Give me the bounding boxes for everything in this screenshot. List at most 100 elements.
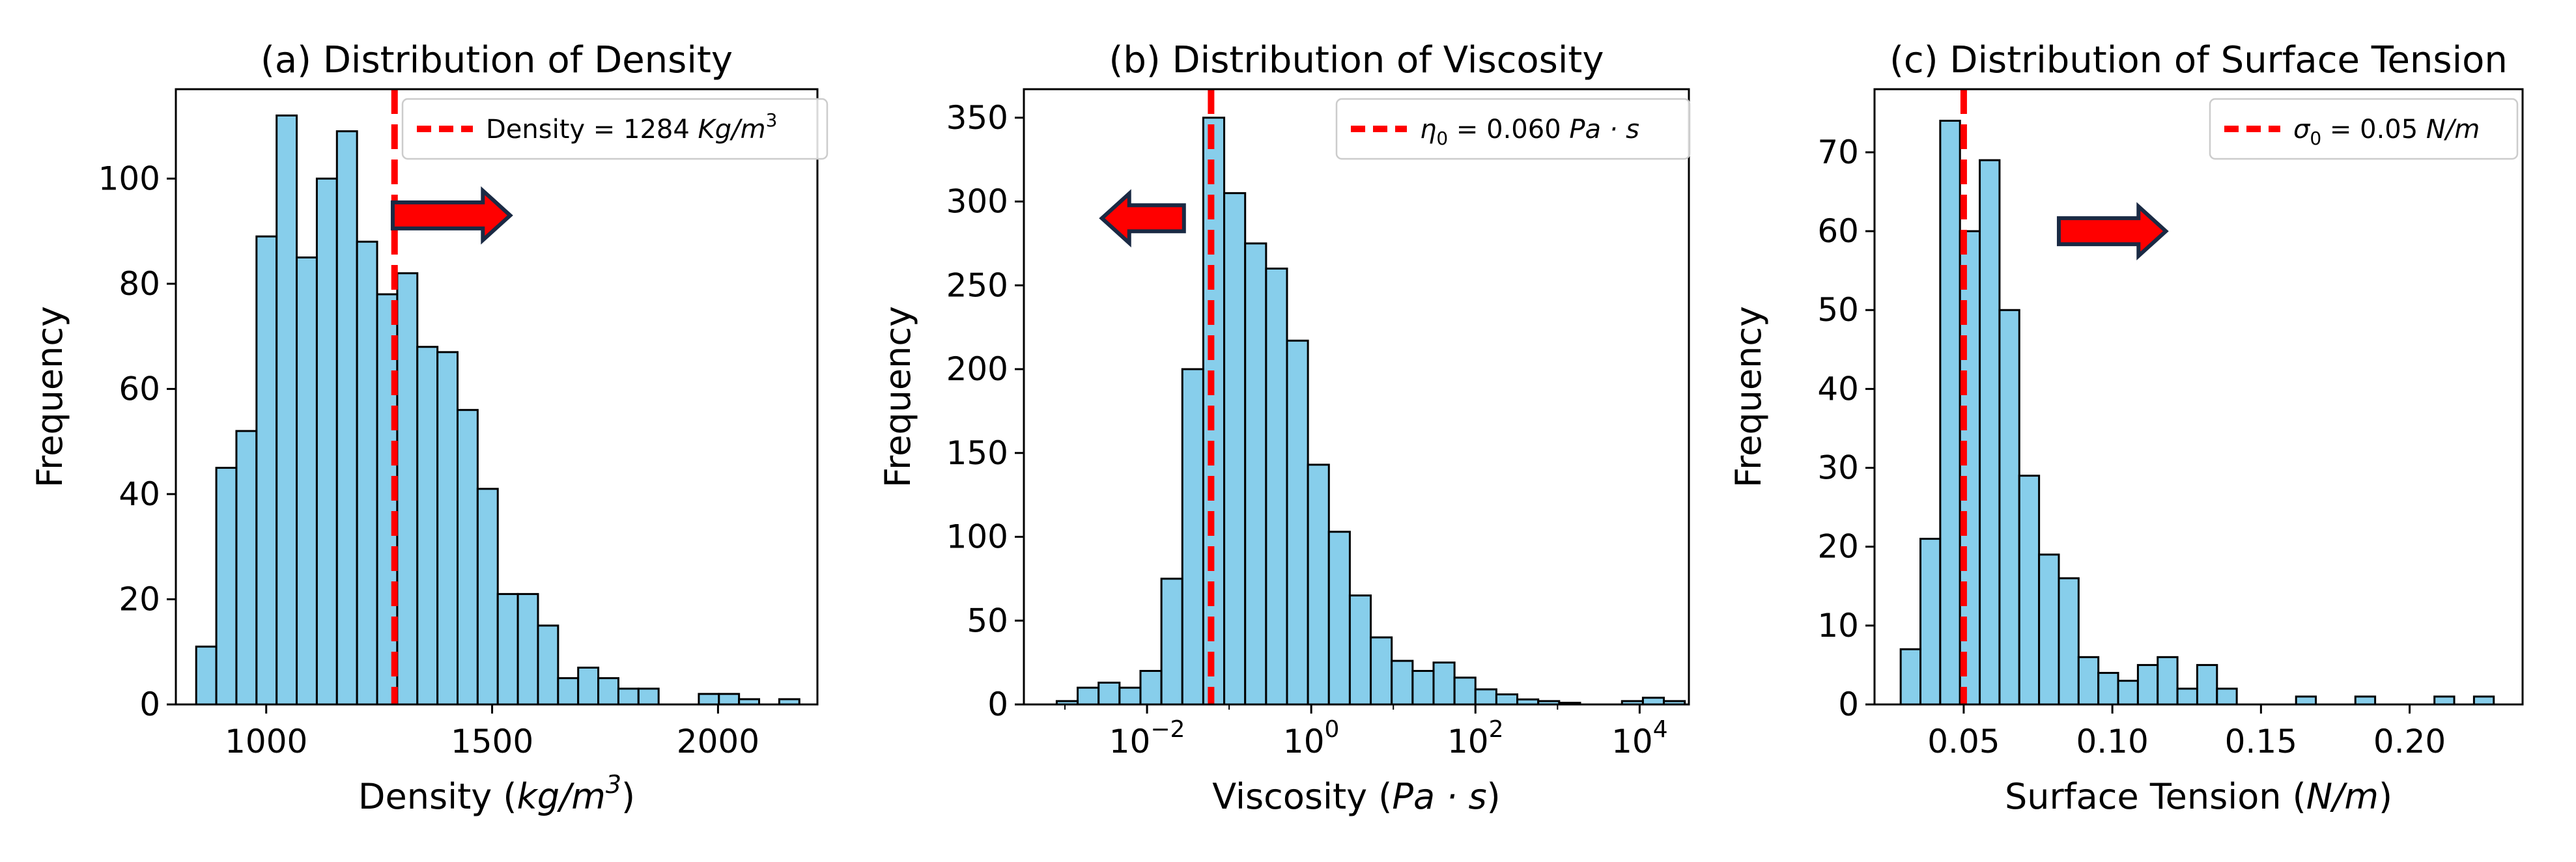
y-tick-label: 80 (119, 265, 160, 303)
histogram-bar (2472, 695, 2495, 706)
y-tick-label: 50 (1817, 291, 1859, 329)
histogram-bar (195, 645, 218, 706)
histogram-bar (517, 592, 539, 706)
histogram-bar (235, 430, 258, 706)
histogram-bar (2038, 553, 2060, 706)
y-tick-label: 10 (1817, 607, 1859, 645)
histogram-bar (1391, 660, 1414, 706)
histogram-bar (255, 235, 278, 706)
histogram-bar (215, 467, 238, 706)
histogram-bar (396, 272, 419, 706)
direction-arrow-left (1099, 189, 1186, 248)
histogram-bar (2097, 672, 2119, 706)
histogram-bar (2018, 475, 2041, 706)
histogram-bar (1939, 119, 1961, 706)
histogram-bar (1998, 309, 2020, 706)
histogram-bar (698, 693, 720, 706)
histogram-bar (557, 677, 580, 706)
direction-arrow-right (2056, 202, 2169, 260)
y-tick-label: 200 (946, 350, 1008, 388)
histogram-bar (456, 409, 479, 706)
histogram-bar (2136, 663, 2159, 706)
x-tick-label: 0.15 (2225, 723, 2297, 760)
x-tick-label: 100 (1283, 716, 1340, 760)
histogram-bar (1348, 594, 1372, 706)
histogram-bar (1160, 577, 1183, 706)
x-tick-label: 0.10 (2076, 723, 2148, 760)
histogram-bar (2058, 577, 2080, 706)
histogram-bar (2433, 695, 2456, 706)
histogram-bar (2176, 688, 2198, 706)
y-tick-label: 40 (119, 475, 160, 513)
histogram-bar (718, 693, 741, 706)
y-tick-label: 20 (1817, 528, 1859, 566)
histogram-bar (2354, 695, 2377, 706)
histogram-bar (2117, 680, 2139, 706)
histogram-bar (1077, 686, 1100, 706)
histogram-bar (356, 240, 378, 706)
histogram-bar (2295, 695, 2317, 706)
histogram-bar (1979, 159, 2001, 706)
legend-label: σ0 = 0.05 N/m (2293, 115, 2480, 149)
y-tick-label: 30 (1817, 449, 1859, 487)
y-axis-label: Frequency (877, 306, 918, 488)
legend: Density = 1284 Kg/m3 (401, 98, 828, 160)
chart-panel-3: 0 10 20 30 40 50 60 70 0.05 0.10 0.15 0.20 (c) Distr… (1728, 39, 2524, 817)
histogram-bar (537, 624, 559, 706)
histogram-bar (1097, 682, 1121, 706)
y-tick-label: 70 (1817, 133, 1859, 171)
histogram-bar (1370, 636, 1393, 706)
x-axis-label: Surface Tension (N/m) (2005, 776, 2392, 817)
legend: σ0 = 0.05 N/m (2209, 98, 2519, 160)
histogram-bar (1495, 693, 1519, 706)
histogram-bar (1181, 368, 1204, 706)
chart-title: (c) Distribution of Surface Tension (1890, 39, 2508, 81)
histogram-bar (1286, 339, 1309, 706)
histogram-bar (2196, 663, 2218, 706)
histogram-bar (1244, 242, 1267, 706)
histogram-bar (2077, 656, 2100, 706)
histogram-bar (476, 488, 499, 706)
x-axis-label: Viscosity (Pa · s) (1212, 776, 1501, 817)
histogram-bar (1265, 268, 1288, 706)
axes-frame (1023, 88, 1690, 706)
histogram-bar (597, 677, 619, 706)
histogram-bar (436, 351, 459, 706)
y-axis-label: Frequency (1728, 306, 1769, 488)
legend: η0 = 0.060 Pa · s (1335, 98, 1691, 160)
histogram-bar (496, 592, 519, 706)
histogram-bar (617, 688, 640, 706)
x-tick-label: 102 (1447, 716, 1504, 760)
y-tick-label: 20 (119, 580, 160, 618)
y-tick-label: 150 (946, 434, 1008, 472)
legend-frame (401, 98, 828, 160)
direction-arrow-right (390, 186, 513, 245)
legend-label: η0 = 0.060 Pa · s (1420, 115, 1639, 149)
histogram-bar (2216, 688, 2238, 706)
histogram-bar (276, 114, 298, 706)
x-tick-label: 2000 (677, 723, 759, 760)
y-tick-label: 40 (1817, 370, 1859, 408)
histogram-bar (1223, 192, 1247, 706)
x-axis-label: Density (kg/m3) (358, 770, 635, 817)
histogram-bar (1453, 676, 1477, 706)
y-tick-label: 250 (946, 266, 1008, 304)
axes-frame (175, 88, 819, 706)
axes-frame (1873, 88, 2524, 706)
y-tick-label: 60 (119, 370, 160, 408)
x-tick-label: 10−2 (1109, 716, 1185, 760)
histogram-bar (1474, 688, 1497, 706)
y-tick-label: 60 (1817, 212, 1859, 250)
chart-title: (a) Distribution of Density (261, 39, 733, 81)
histogram-bar (577, 666, 600, 706)
chart-title: (b) Distribution of Viscosity (1109, 39, 1604, 81)
y-tick-label: 300 (946, 183, 1008, 221)
x-tick-label: 0.05 (1927, 723, 2000, 760)
histogram-bar (1411, 670, 1435, 706)
histogram-bar (1327, 531, 1351, 706)
x-tick-label: 1500 (451, 723, 533, 760)
y-tick-label: 350 (946, 99, 1008, 137)
y-axis-label: Frequency (29, 306, 70, 488)
histogram-bar (2157, 656, 2179, 706)
